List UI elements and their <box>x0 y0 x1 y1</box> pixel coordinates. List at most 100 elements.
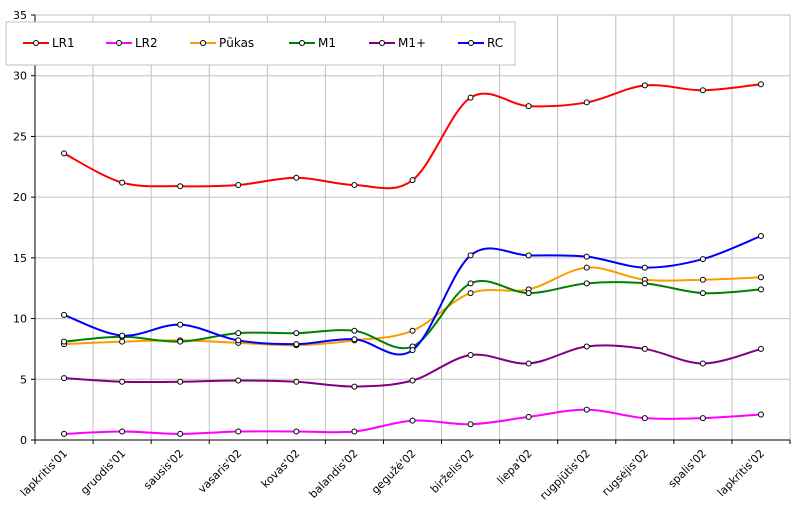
legend-label: M1+ <box>398 36 426 50</box>
x-tick-label: rugsėjis'02 <box>599 447 651 499</box>
x-tick-label: kovas'02 <box>259 447 303 491</box>
data-point-LR1 <box>177 183 184 190</box>
y-tick-label: 25 <box>13 130 27 143</box>
data-point-LR2 <box>235 428 242 435</box>
data-point-RC <box>757 233 764 239</box>
data-point-LR1 <box>119 179 126 186</box>
data-point-LR1 <box>293 174 300 181</box>
data-point-LR2 <box>641 415 648 422</box>
data-point-LR2 <box>583 406 590 413</box>
y-tick-label: 5 <box>20 373 27 386</box>
legend-marker-Pūkas <box>200 40 206 46</box>
legend-marker-M1+ <box>379 40 385 46</box>
data-point-Pūkas <box>757 274 764 281</box>
legend-marker-RC <box>468 40 474 46</box>
data-point-LR2 <box>757 411 764 418</box>
data-point-M1 <box>235 330 242 337</box>
data-point-LR2 <box>351 428 358 435</box>
data-point-M1+ <box>235 377 242 384</box>
legend-label: LR2 <box>135 36 158 50</box>
data-point-Pūkas <box>119 338 126 345</box>
x-tick-label: liepa'02 <box>495 447 535 487</box>
data-point-Pūkas <box>467 290 474 297</box>
x-tick-label: lapkritis'02 <box>715 447 767 499</box>
data-point-M1+ <box>351 383 358 390</box>
x-tick-label: vasaris'02 <box>196 447 245 496</box>
data-point-LR1 <box>583 99 590 106</box>
data-point-RC <box>119 332 126 339</box>
data-point-LR2 <box>61 430 68 437</box>
data-point-M1+ <box>119 378 126 385</box>
data-point-RC <box>351 336 358 343</box>
y-tick-label: 0 <box>20 434 27 447</box>
data-point-LR1 <box>525 103 532 110</box>
data-point-LR2 <box>119 428 126 435</box>
legend-marker-LR1 <box>33 40 39 46</box>
data-point-LR1 <box>757 81 764 88</box>
series-line-RC <box>63 235 762 356</box>
data-point-M1+ <box>757 345 764 352</box>
x-tick-label: spalis'02 <box>666 447 709 490</box>
data-point-Pūkas <box>699 276 706 283</box>
data-point-M1 <box>583 280 590 287</box>
data-point-M1 <box>757 286 764 293</box>
legend-box <box>5 21 516 66</box>
y-tick-label: 10 <box>13 313 27 326</box>
data-point-LR1 <box>409 177 416 184</box>
data-point-M1+ <box>583 343 590 350</box>
data-point-RC <box>641 264 648 271</box>
data-point-LR1 <box>235 182 242 188</box>
data-point-RC <box>467 252 474 259</box>
data-point-M1 <box>467 280 474 287</box>
data-point-M1+ <box>467 352 474 358</box>
x-tick-label: balandis'02 <box>307 447 361 501</box>
data-point-RC <box>699 256 706 263</box>
data-point-M1 <box>641 280 648 287</box>
data-point-M1+ <box>409 377 416 384</box>
data-point-LR2 <box>525 413 532 420</box>
data-point-LR1 <box>61 150 68 157</box>
data-point-M1 <box>699 290 706 297</box>
data-point-LR1 <box>641 82 648 89</box>
legend-label: RC <box>487 36 503 50</box>
data-point-Pūkas <box>583 264 590 271</box>
data-point-M1 <box>293 330 300 337</box>
legend-label: Pūkas <box>219 36 254 50</box>
data-point-M1+ <box>641 345 648 352</box>
y-tick-label: 15 <box>13 252 27 265</box>
data-point-M1+ <box>61 375 68 382</box>
data-point-RC <box>583 253 590 260</box>
x-tick-label: lapkritis'01 <box>18 447 70 499</box>
legend-label: LR1 <box>52 36 75 50</box>
data-point-M1+ <box>177 378 184 385</box>
data-point-RC <box>61 311 68 318</box>
y-tick-label: 20 <box>13 191 27 204</box>
data-point-LR2 <box>177 430 184 437</box>
data-point-M1 <box>177 338 184 345</box>
data-point-M1+ <box>699 360 706 367</box>
x-tick-label: sausis'02 <box>141 447 186 492</box>
data-point-LR2 <box>293 428 300 435</box>
data-point-LR2 <box>409 417 416 424</box>
x-tick-label: gruodis'01 <box>78 447 128 497</box>
data-point-RC <box>293 341 300 348</box>
legend-marker-LR2 <box>116 40 122 46</box>
data-point-RC <box>409 347 416 354</box>
data-point-M1 <box>61 338 68 345</box>
data-point-M1 <box>351 327 358 334</box>
data-point-LR1 <box>351 182 358 188</box>
y-tick-label: 35 <box>13 9 27 22</box>
data-point-LR2 <box>699 415 706 422</box>
legend-label: M1 <box>318 36 336 50</box>
data-point-M1+ <box>525 360 532 367</box>
series-line-M1 <box>63 279 762 350</box>
data-point-LR1 <box>699 87 706 94</box>
data-point-M1+ <box>293 378 300 385</box>
legend-marker-M1 <box>299 40 305 46</box>
data-point-RC <box>235 337 242 344</box>
x-tick-label: rugpjūtis'02 <box>537 447 593 503</box>
y-tick-label: 30 <box>13 70 27 83</box>
data-point-RC <box>525 252 532 259</box>
data-point-M1 <box>525 290 532 297</box>
